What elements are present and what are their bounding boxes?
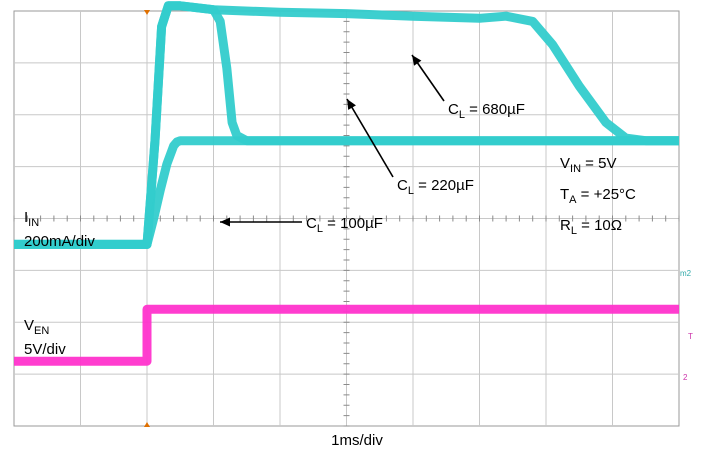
- label-rl: RL = 10Ω: [560, 217, 622, 237]
- series-3-trace: [14, 304, 679, 366]
- scope-traces: [14, 1, 679, 366]
- label-iin-scale: 200mA/div: [24, 233, 95, 250]
- label-iin: IIN: [24, 209, 39, 229]
- series-2-trace: [14, 136, 679, 249]
- marker-ch2: T: [688, 332, 693, 341]
- label-ven: VEN: [24, 317, 49, 337]
- arrow-cl-680-head: [412, 55, 422, 66]
- trigger-marker-bottom: [144, 422, 150, 427]
- label-cl-680: CL = 680µF: [448, 101, 525, 121]
- label-cl-220: CL = 220µF: [397, 177, 474, 197]
- arrow-cl-100-head: [220, 217, 230, 227]
- arrow-cl-220: [346, 98, 394, 178]
- arrow-cl-220-head: [347, 99, 356, 110]
- label-cl-100: CL = 100µF: [306, 215, 383, 235]
- x-axis-scale-label: 1ms/div: [331, 432, 383, 449]
- trigger-marker-top: [144, 10, 150, 15]
- marker-ch3: 2: [683, 373, 688, 382]
- marker-ch1: m2: [680, 269, 692, 278]
- label-ta: TA = +25°C: [560, 186, 636, 206]
- annotation-arrows: [220, 54, 445, 227]
- label-ven-scale: 5V/div: [24, 341, 66, 358]
- label-vin: VIN = 5V: [560, 155, 616, 175]
